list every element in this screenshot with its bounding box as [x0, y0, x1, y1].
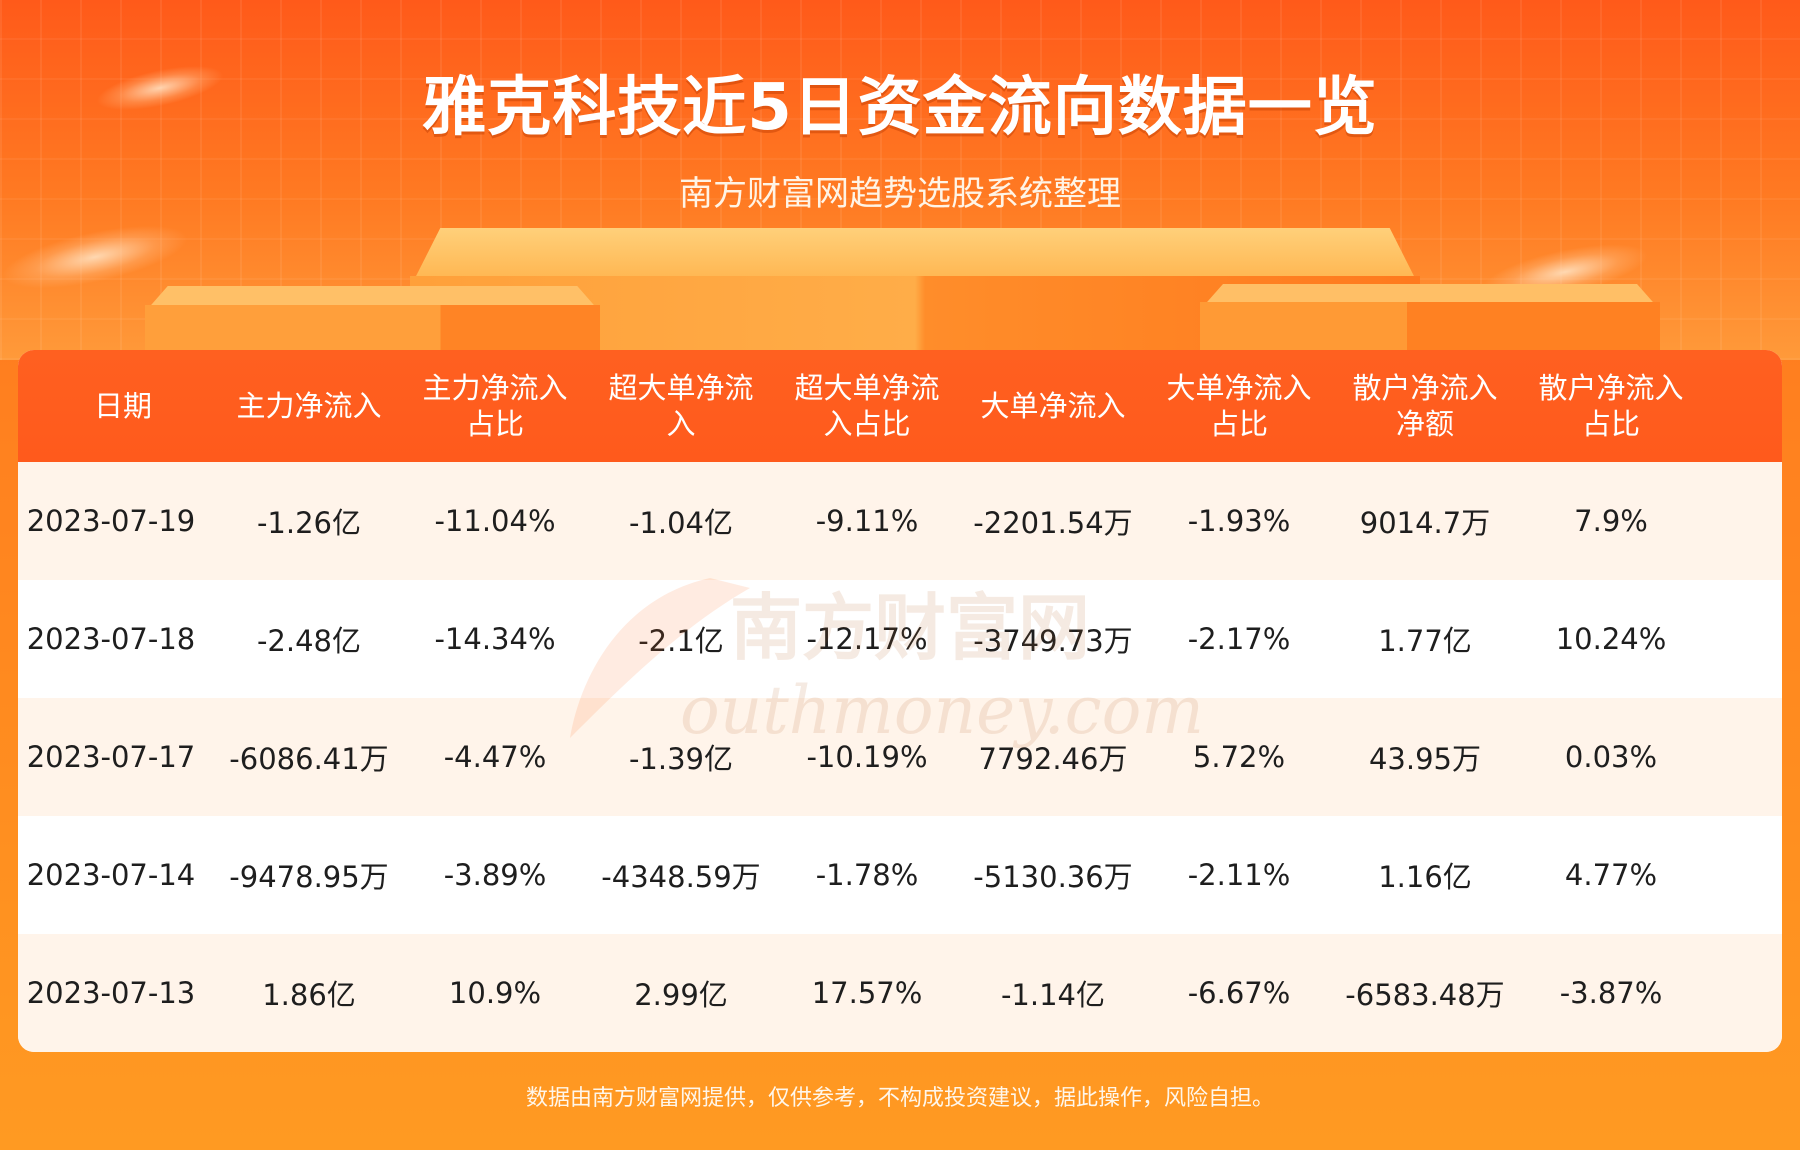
cell-super-large-inflow: -4348.59万: [601, 860, 761, 894]
cell-retail-ratio: -3.87%: [1559, 976, 1663, 1010]
column-header-super-large-ratio: 超大单净流 入占比: [794, 371, 940, 441]
column-header-retail-net: 散户净流入 净额: [1352, 371, 1498, 441]
cell-large-inflow: -3749.73万: [973, 624, 1133, 658]
cell-main-inflow-ratio: -14.34%: [434, 622, 556, 656]
data-table-card: 日期 主力净流入 主力净流入 占比 超大单净流 入 超大单净流 入占比 大单净流…: [18, 350, 1782, 1052]
table-row: 2023-07-13 1.86亿 10.9% 2.99亿 17.57% -1.1…: [18, 934, 1782, 1052]
table-header: 日期 主力净流入 主力净流入 占比 超大单净流 入 超大单净流 入占比 大单净流…: [18, 350, 1782, 462]
cell-large-ratio: 5.72%: [1192, 740, 1286, 774]
cell-large-inflow: -5130.36万: [973, 860, 1133, 894]
cell-super-large-ratio: -10.19%: [806, 740, 928, 774]
cell-retail-ratio: 0.03%: [1564, 740, 1658, 774]
cell-date: 2023-07-14: [26, 858, 196, 892]
cell-super-large-inflow: -1.39亿: [628, 742, 734, 776]
footer-disclaimer: 数据由南方财富网提供，仅供参考，不构成投资建议，据此操作，风险自担。: [525, 1086, 1274, 1111]
cell-large-inflow: 7792.46万: [978, 742, 1128, 776]
column-header-retail-ratio: 散户净流入 占比: [1538, 371, 1684, 441]
cell-retail-net: 9014.7万: [1359, 506, 1491, 540]
cell-main-inflow-ratio: 10.9%: [448, 976, 542, 1010]
cell-large-ratio: -2.17%: [1187, 622, 1291, 656]
cell-retail-ratio: 7.9%: [1574, 504, 1648, 538]
cell-main-inflow-ratio: -3.89%: [443, 858, 547, 892]
column-header-large-inflow: 大单净流入: [980, 389, 1126, 423]
cell-main-inflow-ratio: -4.47%: [443, 740, 547, 774]
table-row: 2023-07-14 -9478.95万 -3.89% -4348.59万 -1…: [18, 816, 1782, 934]
cell-super-large-ratio: -12.17%: [806, 622, 928, 656]
cell-retail-net: 43.95万: [1368, 742, 1482, 776]
cell-super-large-inflow: 2.99亿: [634, 978, 728, 1012]
cell-retail-ratio: 4.77%: [1564, 858, 1658, 892]
cell-retail-ratio: 10.24%: [1555, 622, 1667, 656]
cell-main-inflow: -1.26亿: [256, 506, 362, 540]
cell-retail-net: -6583.48万: [1345, 978, 1505, 1012]
cell-date: 2023-07-13: [26, 976, 196, 1010]
table-row: 2023-07-19 -1.26亿 -11.04% -1.04亿 -9.11% …: [18, 462, 1782, 580]
table-row: 2023-07-18 -2.48亿 -14.34% -2.1亿 -12.17% …: [18, 580, 1782, 698]
table-row: 2023-07-17 -6086.41万 -4.47% -1.39亿 -10.1…: [18, 698, 1782, 816]
cell-super-large-ratio: 17.57%: [811, 976, 923, 1010]
column-header-large-ratio: 大单净流入 占比: [1166, 371, 1312, 441]
cell-large-ratio: -1.93%: [1187, 504, 1291, 538]
column-header-main-inflow-ratio: 主力净流入 占比: [422, 371, 568, 441]
column-header-main-inflow: 主力净流入: [236, 389, 382, 423]
cell-date: 2023-07-18: [26, 622, 196, 656]
cell-super-large-inflow: -1.04亿: [628, 506, 734, 540]
cell-retail-net: 1.16亿: [1378, 860, 1472, 894]
cell-large-inflow: -2201.54万: [973, 506, 1133, 540]
cell-large-inflow: -1.14亿: [1000, 978, 1106, 1012]
page-subtitle: 南方财富网趋势选股系统整理: [679, 174, 1121, 214]
cell-date: 2023-07-17: [26, 740, 196, 774]
cell-main-inflow: -6086.41万: [229, 742, 389, 776]
cell-date: 2023-07-19: [26, 504, 196, 538]
cell-main-inflow: -9478.95万: [229, 860, 389, 894]
cell-main-inflow: 1.86亿: [262, 978, 356, 1012]
column-header-date: 日期: [93, 389, 152, 423]
column-header-super-large-inflow: 超大单净流 入: [608, 371, 754, 441]
cell-main-inflow: -2.48亿: [256, 624, 362, 658]
cell-super-large-ratio: -9.11%: [815, 504, 919, 538]
cell-super-large-ratio: -1.78%: [815, 858, 919, 892]
cell-super-large-inflow: -2.1亿: [638, 624, 724, 658]
cell-large-ratio: -2.11%: [1187, 858, 1291, 892]
page-title: 雅克科技近5日资金流向数据一览: [422, 71, 1378, 145]
cell-main-inflow-ratio: -11.04%: [434, 504, 556, 538]
cell-large-ratio: -6.67%: [1187, 976, 1291, 1010]
cell-retail-net: 1.77亿: [1378, 624, 1472, 658]
